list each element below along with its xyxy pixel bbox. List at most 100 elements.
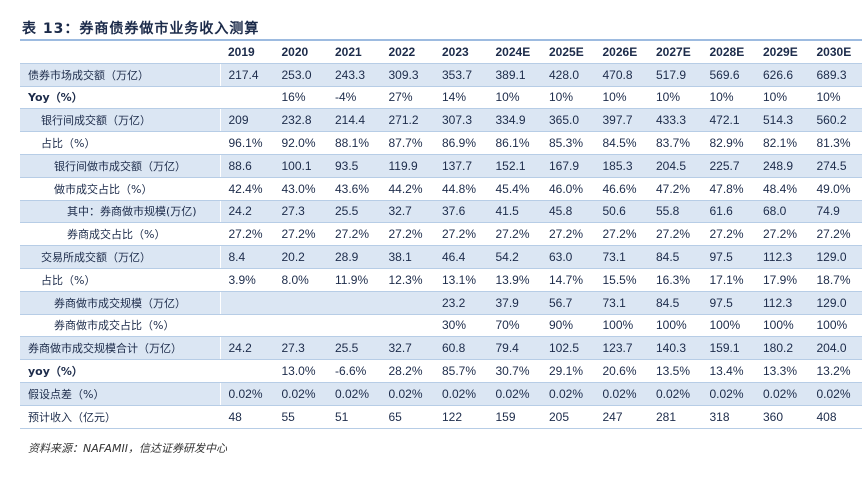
table-cell: 79.4 [487,336,541,361]
table-cell: 88.1% [327,131,381,155]
table-cell: 152.1 [487,154,541,178]
row-label: 做市成交占比（%） [20,177,221,201]
table-cell [273,314,327,338]
table-cell: 129.0 [808,245,862,269]
row-label: 券商做市成交规模合计（万亿） [20,336,221,361]
table-cell: 119.9 [380,154,434,178]
table-cell: 472.1 [701,108,755,133]
table-cell: 45.4% [487,177,541,201]
table-cell: 25.5 [327,336,381,361]
table-cell: 85.7% [434,359,488,383]
column-header: 2020 [273,40,327,64]
table-cell: 44.8% [434,177,488,201]
table-cell: 51 [327,405,381,429]
table-cell: 25.5 [327,200,381,224]
column-header: 2026E [594,40,648,64]
table-cell: 0.02% [327,382,381,406]
table-cell: 122 [434,405,488,429]
table-cell: 49.0% [808,177,862,201]
row-label: 银行间成交额（万亿） [20,108,221,133]
row-label: 券商做市成交规模（万亿） [20,291,221,315]
table-cell: 140.3 [648,336,702,361]
table-cell: 100% [594,314,648,338]
row-label: 券商成交占比（%） [20,222,221,247]
table-cell: 28.9 [327,245,381,269]
table-row: 做市成交占比（%） 42.4% 43.0% 43.6% 44.2% 44.8% 45.4% 4… [20,177,862,201]
table-cell: 13.5% [648,359,702,383]
table-cell: 28.2% [380,359,434,383]
table-cell: 0.02% [648,382,702,406]
table-row: 券商做市成交规模（万亿） 23.2 37.9 56.7 73.1 84.5 97.5 112.… [20,291,862,315]
table-cell: 0.02% [273,382,327,406]
column-header: 2019 [220,40,274,64]
table-cell: 13.0% [273,359,327,383]
table-cell: 82.9% [701,131,755,155]
table-cell: 365.0 [541,108,595,133]
table-cell [220,291,274,315]
table-cell: 27.2% [380,222,434,247]
table-cell: 307.3 [434,108,488,133]
table-cell: 55.8 [648,200,702,224]
table-cell: 389.1 [487,63,541,87]
table-cell: 17.9% [755,268,809,292]
table-title: 表 13：券商债券做市业务收入测算 [22,21,260,37]
table-cell: 27.2% [220,222,274,247]
table-cell: 205 [541,405,595,429]
table-cell [327,314,381,338]
column-header: 2029E [755,40,809,64]
table-cell: 560.2 [808,108,862,133]
table-cell: 27.3 [273,336,327,361]
table-cell: 27.2% [434,222,488,247]
table-cell: 90% [541,314,595,338]
row-label: yoy（%） [20,359,221,383]
table-cell: 47.2% [648,177,702,201]
table-cell: 100% [755,314,809,338]
table-cell: 50.6 [594,200,648,224]
table-cell: 360 [755,405,809,429]
table-cell: 24.2 [220,336,274,361]
table-row: 券商做市成交规模合计（万亿） 24.2 27.3 25.5 32.7 60.8 79.4 10… [20,336,862,361]
table-cell: 309.3 [380,63,434,87]
table-cell: 45.8 [541,200,595,224]
table-cell: 46.6% [594,177,648,201]
table-cell: 247 [594,405,648,429]
table-cell: 10% [594,86,648,110]
table-cell: 38.1 [380,245,434,269]
table-cell [220,86,274,110]
table-cell: 353.7 [434,63,488,87]
table-cell: 27.2% [541,222,595,247]
table-cell: 10% [808,86,862,110]
table-cell: 17.1% [701,268,755,292]
table-cell: 0.02% [434,382,488,406]
header-row: 2019 2020 2021 2022 2023 2024E 2025E 2026E 2027E… [20,40,862,64]
header-blank [20,40,220,64]
table-cell: 112.3 [755,291,809,315]
table-cell [380,314,434,338]
table-cell: 46.0% [541,177,595,201]
table-cell: 0.02% [755,382,809,406]
table-cell: 41.5 [487,200,541,224]
table-cell: 13.2% [808,359,862,383]
table-cell: 70% [487,314,541,338]
table-cell: 0.02% [701,382,755,406]
table-cell: 74.9 [808,200,862,224]
table-row: Yoy（%） 16% -4% 27% 14% 10% 10% 10% 10% 10% 10% 10% [20,86,862,110]
row-label: 券商做市成交占比（%） [20,314,221,338]
table-cell: 159.1 [701,336,755,361]
column-header: 2022 [380,40,434,64]
table-row: 债券市场成交额（万亿） 217.4 253.0 243.3 309.3 353.7 389.… [20,63,862,87]
table-cell: 167.9 [541,154,595,178]
table-cell: 96.1% [220,131,274,155]
table-cell: 27.2% [487,222,541,247]
table-cell: 102.5 [541,336,595,361]
table-cell: 0.02% [220,382,274,406]
table-cell: 30% [434,314,488,338]
table-cell: 37.9 [487,291,541,315]
table-cell: 10% [541,86,595,110]
table-cell: 73.1 [594,291,648,315]
table-row: 其中：券商做市规模(万亿) 24.2 27.3 25.5 32.7 37.6 41.5 45.… [20,200,862,224]
table-cell: 123.7 [594,336,648,361]
row-label: 银行间做市成交额（万亿） [20,154,221,178]
table-cell [380,291,434,315]
table-cell: 15.5% [594,268,648,292]
